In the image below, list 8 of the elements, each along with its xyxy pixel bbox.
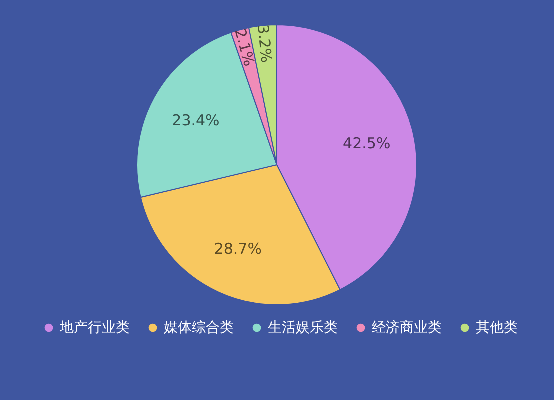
data-label: 42.5% (343, 134, 391, 153)
legend-label: 经济商业类 (372, 320, 442, 336)
legend-label: 生活娱乐类 (268, 320, 338, 336)
data-label: 23.4% (172, 112, 220, 130)
legend-label: 其他类 (476, 320, 518, 336)
legend-label: 媒体综合类 (164, 320, 234, 336)
data-label: 28.7% (214, 240, 262, 258)
legend-label: 地产行业类 (59, 320, 130, 336)
